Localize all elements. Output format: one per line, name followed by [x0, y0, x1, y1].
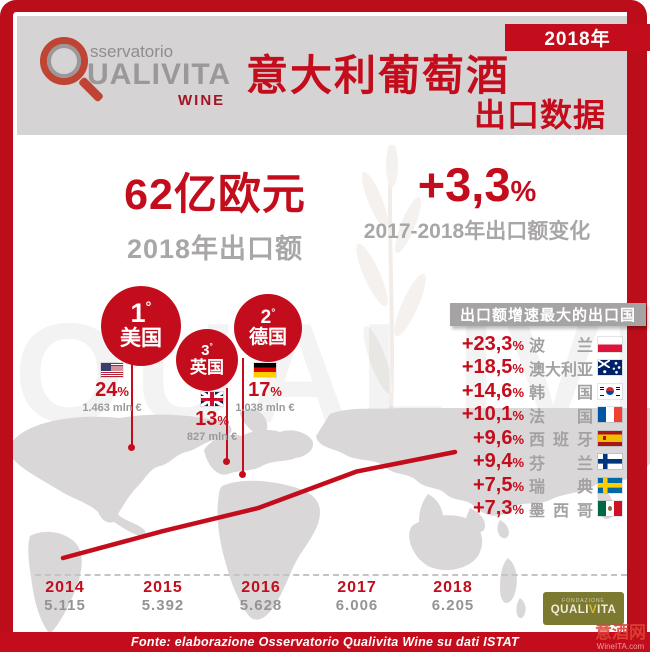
timeline-2015: 2015 5.392: [141, 579, 185, 614]
year-badge: 2018年: [505, 24, 650, 51]
mexico-flag-icon: [598, 501, 622, 516]
map-pin-dot-usa: [128, 444, 135, 451]
timeline-dashed-line: [35, 574, 627, 576]
map-pin-dot-uk: [223, 458, 230, 465]
market-share: 24%: [95, 379, 129, 401]
growth-country: 波兰: [529, 338, 593, 355]
usa-flag-icon: [101, 363, 123, 377]
growth-pct: +7,5%: [472, 473, 524, 496]
finland-flag-icon: [598, 454, 622, 469]
market-amount: 1.038 mln €: [235, 402, 295, 414]
growth-row-mexico: +7,3% 墨西哥: [440, 497, 622, 520]
growth-row-poland: +23,3% 波兰: [440, 332, 622, 355]
growth-panel-title: 出口额增速最大的出口国: [450, 303, 646, 326]
south-korea-flag-icon: [598, 383, 622, 399]
growth-row-sweden: +7,5% 瑞典: [440, 473, 622, 496]
growth-pct: +14,6%: [461, 379, 524, 402]
map-pin-dot-germany: [239, 471, 246, 478]
growth-pct: +10,1%: [461, 403, 524, 425]
timeline-2016: 2016 5.628: [239, 579, 283, 614]
growth-panel: +23,3% 波兰 +18,5% 澳大利亚 +14,6% 韩国 +10,1% 法…: [440, 332, 622, 520]
qualivita-logo: FONDAZIONE QUALIVITA: [543, 592, 624, 625]
country-name: 德国: [248, 326, 287, 348]
spain-flag-icon: [598, 430, 622, 446]
growth-value: +3,3%: [417, 158, 537, 211]
growth-pct: +7,3%: [472, 497, 524, 519]
market-share: 13%: [195, 408, 229, 430]
logo-osservatorio: sservatorio: [90, 42, 174, 61]
map-pin-uk: [226, 388, 228, 460]
rank-bubble-uk: 3° 英国: [176, 329, 238, 391]
market-usa: 24% 1.463 mln €: [67, 363, 157, 414]
growth-pct: +9,4%: [472, 450, 524, 472]
growth-country: 韩国: [529, 385, 593, 402]
growth-pct: +23,3%: [461, 332, 524, 355]
rank-bubble-usa: 1° 美国: [101, 286, 181, 366]
timeline-2017: 2017 6.006: [335, 579, 379, 614]
sweden-flag-icon: [598, 477, 622, 493]
growth-country: 墨西哥: [529, 502, 593, 520]
export-value: 62亿欧元: [124, 171, 306, 219]
market-uk: 13% 827 mln €: [167, 392, 257, 443]
rank-number: 3°: [201, 341, 213, 359]
growth-row-spain: +9,6% 西班牙: [440, 426, 622, 449]
germany-flag-icon: [254, 363, 276, 377]
growth-country: 芬兰: [529, 455, 593, 473]
wineita-watermark: 意酒网 WineITA.com: [595, 623, 646, 651]
market-amount: 1.463 mln €: [82, 402, 142, 414]
growth-country: 瑞典: [529, 479, 593, 496]
rank-number: 2°: [260, 306, 276, 328]
wheat-watermark: [356, 145, 426, 435]
uk-flag-icon: [201, 392, 223, 406]
country-name: 英国: [190, 357, 224, 377]
logo-qualivita: UALIVITA: [87, 58, 232, 91]
timeline-2014: 2014 5.115: [44, 579, 86, 614]
rank-number: 1°: [130, 298, 152, 329]
growth-country: 澳大利亚: [528, 361, 593, 379]
growth-row-finland: +9,4% 芬兰: [440, 450, 622, 473]
map-pin-usa: [131, 360, 133, 446]
export-value-stat: 62亿欧元 2018年出口额: [60, 160, 370, 266]
export-value-label: 2018年出口额: [126, 234, 304, 264]
australia-flag-icon: [598, 360, 622, 375]
poland-flag-icon: [598, 336, 622, 352]
magnifier-icon: [40, 37, 88, 85]
growth-pct: +18,5%: [461, 356, 524, 378]
qualivita-fondazione: FONDAZIONE: [562, 598, 605, 605]
footer-source-bar: Fonte: elaborazione Osservatorio Qualivi…: [0, 632, 650, 652]
page-title-line1: 意大利葡萄酒: [246, 52, 511, 99]
growth-label: 2017-2018年出口额变化: [363, 220, 591, 243]
logo-wine: WINE: [178, 92, 226, 109]
rank-bubble-germany: 2° 德国: [234, 294, 302, 362]
growth-country: 法国: [529, 408, 593, 426]
growth-stat: +3,3% 2017-2018年出口额变化: [352, 157, 602, 245]
growth-pct: +9,6%: [472, 426, 524, 449]
timeline-2018: 2018 6.205: [431, 579, 475, 614]
source-text: Fonte: elaborazione Osservatorio Qualivi…: [131, 635, 519, 649]
qualivita-wordmark: QUALIVITA: [550, 604, 617, 617]
growth-row-australia: +18,5% 澳大利亚: [440, 356, 622, 379]
growth-country: 西班牙: [529, 432, 593, 449]
country-name: 美国: [120, 327, 162, 351]
growth-row-south-korea: +14,6% 韩国: [440, 379, 622, 402]
map-pin-germany: [242, 358, 244, 473]
market-amount: 827 mln €: [186, 431, 238, 443]
page-title-line2: 出口数据: [474, 97, 607, 133]
market-share: 17%: [248, 379, 282, 401]
growth-row-france: +10,1% 法国: [440, 403, 622, 426]
france-flag-icon: [598, 407, 622, 422]
market-germany: 17% 1.038 mln €: [220, 363, 310, 414]
